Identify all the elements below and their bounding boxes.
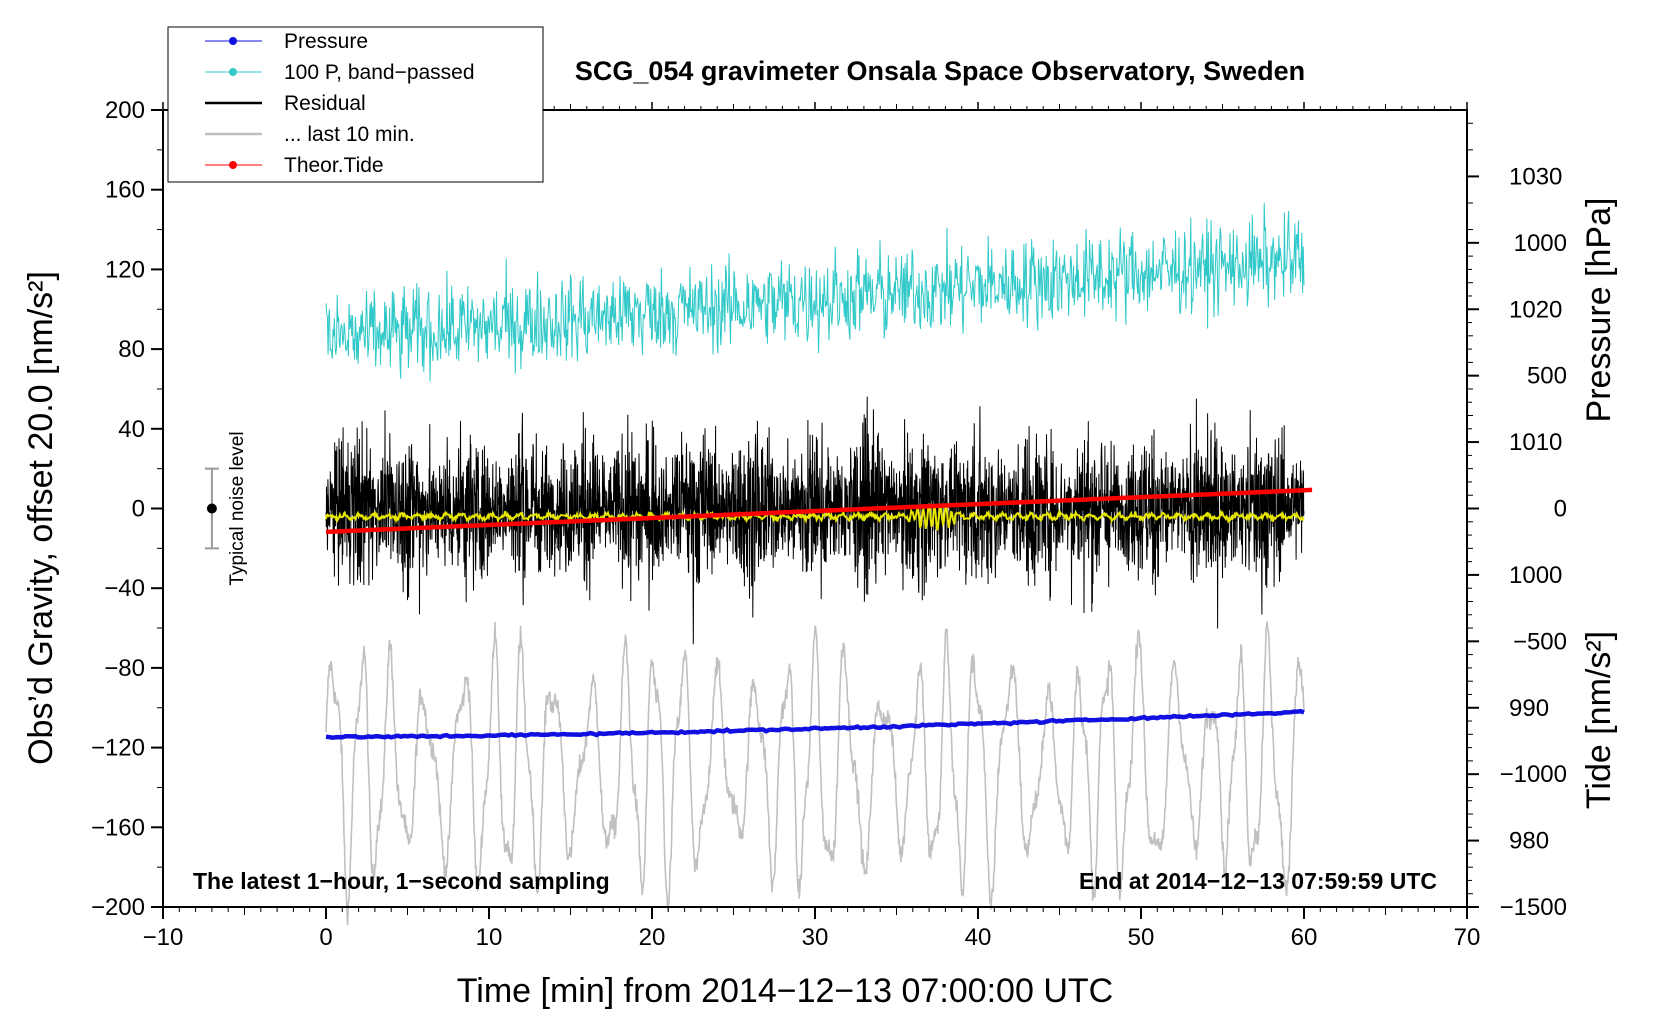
series-line-bandpassed-pressure (325, 202, 1305, 382)
chart-title: SCG_054 gravimeter Onsala Space Observat… (575, 56, 1305, 86)
y-left-tick-label: −200 (91, 894, 145, 921)
tide-tick-label: 0 (1554, 496, 1567, 523)
tide-tick-label: 1000 (1514, 230, 1567, 257)
tide-tick-label: −1000 (1500, 761, 1567, 788)
series-line-last-10-min (325, 621, 1305, 926)
series-layer (325, 202, 1313, 926)
series-line-residual (325, 396, 1305, 645)
y-left-tick-label: 40 (118, 416, 145, 443)
legend-marker (229, 161, 237, 169)
noise-dot (206, 503, 217, 514)
legend-label: Theor.Tide (284, 154, 384, 177)
tide-tick-label: 500 (1527, 363, 1567, 390)
series-line-residual-filtered (325, 503, 1305, 531)
y-left-tick-label: −120 (91, 735, 145, 762)
y-left-tick-label: 120 (105, 256, 145, 283)
legend-marker (229, 68, 237, 76)
noise-level-indicator: Typical noise level (204, 431, 248, 586)
pressure-tick-label: 990 (1509, 695, 1549, 722)
y-axis-title-tide: Tide [nm/s²] (1580, 631, 1618, 809)
y-axis-title-left: Obs’d Gravity, offset 20.0 [nm/s²] (22, 271, 60, 765)
note-right: End at 2014−12−13 07:59:59 UTC (1079, 868, 1437, 894)
series-line-pressure (325, 708, 1305, 740)
legend-marker (229, 37, 237, 45)
legend-label: Residual (284, 92, 366, 115)
note-left: The latest 1−hour, 1−second sampling (193, 868, 610, 894)
y-left-tick-label: −80 (104, 655, 145, 682)
pressure-tick-label: 1000 (1509, 562, 1562, 589)
series-line-tide (325, 487, 1313, 535)
x-tick-label: 20 (639, 924, 666, 951)
y-left-tick-label: 200 (105, 97, 145, 124)
noise-level-label: Typical noise level (227, 431, 248, 585)
pressure-tick-label: 1010 (1509, 429, 1562, 456)
pressure-tick-label: 1030 (1509, 163, 1562, 190)
tide-tick-label: −500 (1513, 628, 1567, 655)
y-left-tick-label: 0 (132, 496, 145, 523)
x-tick-label: 0 (319, 924, 332, 951)
x-tick-label: 10 (476, 924, 503, 951)
legend-label: ... last 10 min. (284, 123, 415, 146)
x-tick-label: −10 (143, 924, 184, 951)
pressure-tick-label: 1020 (1509, 296, 1562, 323)
x-tick-label: 70 (1454, 924, 1481, 951)
legend-box (167, 26, 544, 183)
legend-label: 100 P, band−passed (284, 61, 475, 84)
tide-tick-label: −1500 (1500, 894, 1567, 921)
x-tick-label: 50 (1128, 924, 1155, 951)
y-left-tick-label: 160 (105, 177, 145, 204)
legend-label: Pressure (284, 30, 368, 53)
tick-layer: −10 0 10 20 30 40 50 60 7020016012080400−40−80−1… (91, 97, 1567, 951)
y-left-tick-label: −40 (104, 575, 145, 602)
pressure-tick-label: 980 (1509, 828, 1549, 855)
y-axis-title-pressure: Pressure [hPa] (1580, 198, 1618, 423)
legend: Pressure 100 P, band−passed Residual ... la… (167, 26, 544, 183)
x-tick-label: 40 (965, 924, 992, 951)
x-tick-label: 30 (802, 924, 829, 951)
x-tick-label: 60 (1291, 924, 1318, 951)
y-left-tick-label: 80 (118, 336, 145, 363)
y-left-tick-label: −160 (91, 814, 145, 841)
x-axis-title: Time [min] from 2014−12−13 07:00:00 UTC (457, 972, 1113, 1010)
